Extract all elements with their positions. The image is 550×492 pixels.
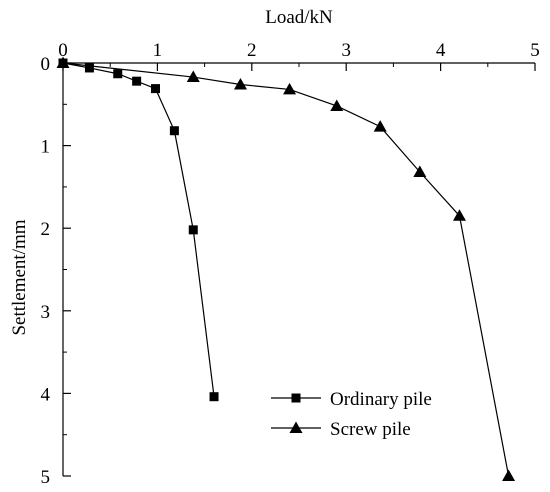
- x-tick-label-2: 2: [247, 40, 257, 61]
- point-ordinary-pile-3: [132, 76, 142, 86]
- y-tick-label-1: 1: [41, 137, 51, 158]
- legend-marker-ordinary-pile: [291, 393, 301, 403]
- point-screw-pile-4: [330, 99, 344, 111]
- series-line-ordinary-pile: [62, 62, 215, 397]
- y-tick-label-4: 4: [41, 384, 51, 405]
- x-tick-label-4: 4: [436, 40, 446, 61]
- x-axis-label: Load/kN: [265, 7, 333, 28]
- point-screw-pile-7: [452, 209, 466, 221]
- point-ordinary-pile-1: [84, 63, 94, 73]
- legend-label-screw-pile: Screw pile: [330, 419, 411, 440]
- point-screw-pile-6: [413, 165, 427, 178]
- series-screw-pile: [56, 56, 516, 481]
- x-tick-label-0: 0: [58, 40, 68, 61]
- y-tick-label-2: 2: [41, 219, 51, 240]
- point-ordinary-pile-2: [113, 69, 123, 79]
- series-layer: [56, 56, 516, 481]
- point-ordinary-pile-4: [151, 84, 161, 94]
- legend: Ordinary pile Screw pile: [271, 389, 432, 440]
- point-ordinary-pile-7: [209, 392, 219, 402]
- point-screw-pile-5: [373, 120, 387, 132]
- point-screw-pile-1: [186, 70, 200, 83]
- x-tick-label-3: 3: [341, 40, 351, 61]
- point-ordinary-pile-6: [188, 225, 198, 235]
- x-tick-label-5: 5: [530, 40, 540, 61]
- legend-marker-screw-pile: [289, 421, 303, 433]
- axes: 0 1 2 3 4 5 0 1 2 3 4 5: [41, 40, 540, 488]
- y-tick-label-0: 0: [41, 54, 51, 75]
- x-tick-label-1: 1: [153, 40, 163, 61]
- y-tick-label-3: 3: [41, 302, 51, 323]
- legend-label-ordinary-pile: Ordinary pile: [330, 389, 432, 410]
- series-ordinary-pile: [58, 58, 219, 402]
- series-line-screw-pile: [62, 62, 510, 477]
- y-tick-label-5: 5: [41, 467, 51, 488]
- y-axis-label: Settlement/mm: [9, 219, 30, 335]
- point-ordinary-pile-5: [169, 126, 179, 136]
- point-screw-pile-0: [56, 56, 70, 68]
- point-screw-pile-2: [233, 77, 247, 90]
- point-screw-pile-3: [283, 82, 297, 95]
- point-screw-pile-8: [502, 469, 516, 481]
